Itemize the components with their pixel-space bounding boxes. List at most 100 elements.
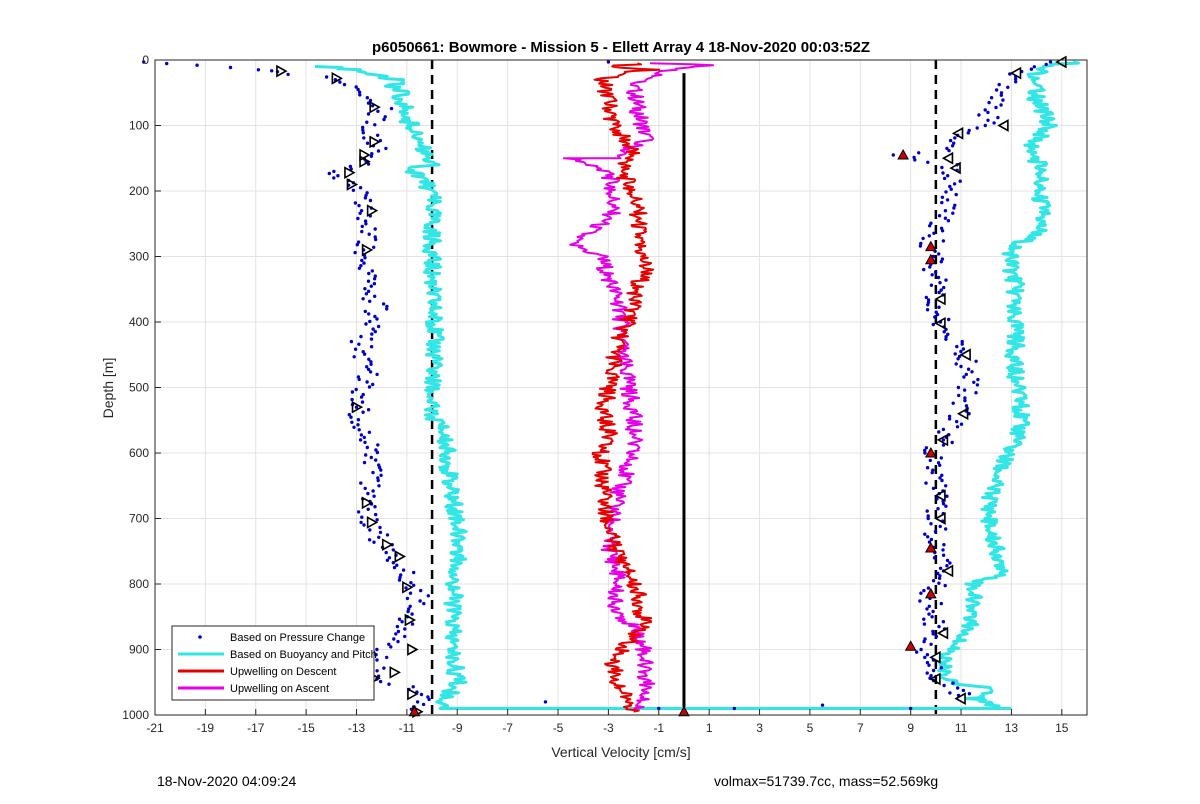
- pressure-point-right: [952, 141, 956, 145]
- pressure-point-right: [939, 288, 943, 292]
- pressure-point-left: [286, 72, 290, 77]
- pressure-point-right: [1014, 80, 1018, 84]
- pressure-point-right: [937, 576, 942, 580]
- x-tick-label: 5: [807, 721, 814, 735]
- pressure-point-left: [375, 669, 379, 673]
- pressure-point-left: [384, 146, 388, 151]
- pressure-point-left: [355, 243, 359, 247]
- pressure-point-right: [937, 290, 941, 295]
- pressure-point-right: [926, 535, 930, 539]
- pressure-point-right: [942, 176, 947, 181]
- pressure-point-left: [401, 568, 406, 572]
- pressure-point-left: [357, 342, 361, 346]
- pressure-point-right: [919, 591, 923, 595]
- pressure-point-right: [925, 671, 929, 675]
- pressure-point-left: [371, 470, 375, 475]
- pressure-point-right: [938, 281, 942, 285]
- x-axis-label: Vertical Velocity [cm/s]: [551, 744, 690, 760]
- pressure-point-right: [945, 564, 949, 568]
- pressure-point-right: [943, 216, 948, 220]
- pressure-point-left: [367, 232, 371, 236]
- x-tick-label: 3: [756, 721, 763, 735]
- pressure-point-left: [379, 468, 383, 472]
- pressure-point-left: [392, 565, 397, 570]
- pressure-point-left: [419, 588, 423, 593]
- pressure-point-left: [397, 617, 402, 621]
- pressure-point-left: [350, 420, 354, 424]
- pressure-point-right: [970, 370, 974, 374]
- pressure-point-right: [999, 93, 1003, 97]
- pressure-point-right: [933, 270, 938, 274]
- pressure-point-right: [1006, 85, 1010, 90]
- pressure-point-right: [937, 624, 941, 629]
- pressure-point-left: [419, 692, 424, 697]
- pressure-point-right: [891, 153, 895, 157]
- pressure-point-right: [994, 105, 998, 110]
- marker-triangle-left: [934, 512, 946, 525]
- pressure-point-left: [357, 266, 362, 270]
- legend-entry-ascent: Upwelling on Ascent: [230, 683, 329, 695]
- pressure-point-right: [926, 586, 931, 590]
- pressure-point-left: [370, 332, 374, 336]
- pressure-point-right: [923, 448, 927, 453]
- pressure-point-left: [368, 299, 372, 303]
- pressure-point-left: [367, 538, 372, 542]
- pressure-point-left: [360, 229, 364, 234]
- pressure-point-left: [376, 133, 380, 137]
- pressure-point-left: [372, 282, 377, 286]
- marker-triangle-left: [929, 672, 941, 686]
- pressure-point-right: [974, 359, 978, 363]
- marker-triangle-up: [924, 541, 937, 553]
- pressure-point-left: [369, 360, 373, 364]
- pressure-point-left: [361, 131, 365, 135]
- pressure-point-right: [935, 312, 940, 317]
- pressure-point-right: [942, 330, 946, 334]
- pressure-point-right: [948, 138, 953, 143]
- pressure-point-left: [375, 450, 380, 455]
- pressure-point-right: [943, 583, 947, 588]
- pressure-point-left: [373, 235, 377, 239]
- pressure-point-left: [410, 622, 415, 626]
- pressure-point-left: [363, 287, 367, 291]
- pressure-point-left: [366, 367, 371, 372]
- pressure-point-left: [361, 350, 365, 354]
- pressure-point-left: [373, 329, 377, 334]
- pressure-point-right: [947, 414, 952, 418]
- pressure-point-left: [370, 104, 375, 108]
- pressure-point-left: [358, 211, 362, 215]
- pressure-point-left: [357, 90, 362, 94]
- pressure-point-right: [954, 192, 958, 197]
- pressure-point-left: [370, 152, 374, 156]
- x-tick-label: 1: [706, 721, 713, 735]
- pressure-point-left: [389, 106, 394, 111]
- pressure-point-left: [361, 125, 365, 130]
- pressure-point-right: [919, 647, 923, 652]
- pressure-point-left: [366, 408, 371, 412]
- pressure-point-left: [385, 558, 390, 562]
- pressure-point-right: [953, 352, 957, 356]
- pressure-point-right: [941, 548, 945, 552]
- pressure-point-right: [945, 198, 950, 202]
- pressure-point-right: [1044, 62, 1048, 67]
- pressure-point-right: [927, 663, 931, 667]
- pressure-point-left: [366, 279, 371, 283]
- markers: [276, 55, 1067, 719]
- marker-triangle-right: [389, 666, 401, 679]
- marker-triangle-right: [346, 178, 359, 191]
- pressure-point-left: [405, 596, 410, 601]
- pressure-point-right: [936, 571, 940, 576]
- marker-triangle-up: [924, 240, 937, 252]
- pressure-point-right: [929, 522, 933, 526]
- pressure-point: [657, 706, 661, 711]
- reference-lines: [430, 60, 938, 715]
- pressure-point-right: [941, 438, 946, 442]
- pressure-point-left: [422, 601, 426, 606]
- pressure-point-right: [930, 615, 934, 619]
- pressure-point-right: [983, 123, 987, 128]
- pressure-point-left: [396, 639, 400, 644]
- y-tick-label: 1000: [122, 708, 149, 722]
- pressure-point-left: [352, 425, 356, 429]
- pressure-point-right: [922, 267, 926, 272]
- pressure-point-right: [966, 367, 971, 371]
- pressure-point-right: [937, 581, 941, 585]
